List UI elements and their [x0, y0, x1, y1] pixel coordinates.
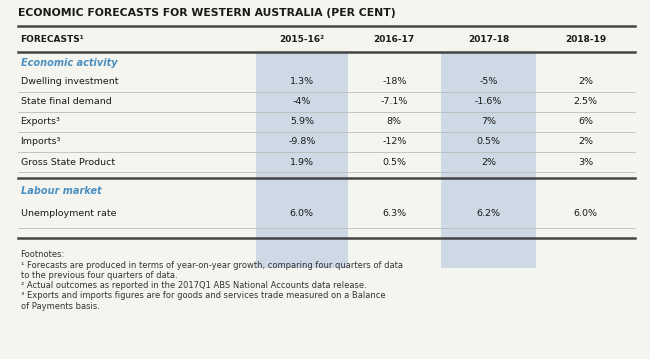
Text: -7.1%: -7.1% — [381, 98, 408, 107]
Text: State final demand: State final demand — [21, 98, 111, 107]
Text: -18%: -18% — [382, 78, 406, 87]
Text: ³ Exports and imports figures are for goods and services trade measured on a Bal: ³ Exports and imports figures are for go… — [21, 291, 385, 300]
Text: Dwelling investment: Dwelling investment — [21, 78, 118, 87]
Text: Imports³: Imports³ — [21, 137, 61, 146]
Text: -1.6%: -1.6% — [474, 98, 502, 107]
Text: 8%: 8% — [387, 117, 402, 126]
Text: Labour market: Labour market — [21, 186, 101, 196]
Bar — [255, 52, 348, 268]
Text: 6%: 6% — [578, 117, 593, 126]
Text: FORECASTS¹: FORECASTS¹ — [21, 34, 84, 43]
Text: 1.3%: 1.3% — [290, 78, 314, 87]
Text: 6.0%: 6.0% — [574, 210, 597, 219]
Text: ¹ Forecasts are produced in terms of year-on-year growth, comparing four quarter: ¹ Forecasts are produced in terms of yea… — [21, 261, 402, 270]
Text: -4%: -4% — [292, 98, 311, 107]
Text: Economic activity: Economic activity — [21, 58, 117, 68]
Text: 0.5%: 0.5% — [476, 137, 500, 146]
Text: 3%: 3% — [578, 158, 593, 167]
Text: ² Actual outcomes as reported in the 2017Q1 ABS National Accounts data release.: ² Actual outcomes as reported in the 201… — [21, 281, 367, 290]
Text: 2%: 2% — [578, 78, 593, 87]
Text: 1.9%: 1.9% — [290, 158, 314, 167]
Text: 7%: 7% — [481, 117, 496, 126]
Text: -12%: -12% — [382, 137, 406, 146]
Text: of Payments basis.: of Payments basis. — [21, 302, 99, 311]
Text: 2%: 2% — [578, 137, 593, 146]
Text: 2015-16²: 2015-16² — [280, 34, 324, 43]
Text: Footnotes:: Footnotes: — [21, 250, 65, 259]
Text: 6.0%: 6.0% — [290, 210, 314, 219]
Text: Unemployment rate: Unemployment rate — [21, 210, 116, 219]
Text: -5%: -5% — [479, 78, 498, 87]
Bar — [441, 52, 536, 268]
Text: 6.3%: 6.3% — [382, 210, 406, 219]
Text: to the previous four quarters of data.: to the previous four quarters of data. — [21, 271, 177, 280]
Text: 2%: 2% — [481, 158, 496, 167]
Text: 6.2%: 6.2% — [476, 210, 500, 219]
Text: 0.5%: 0.5% — [382, 158, 406, 167]
Text: 2018-19: 2018-19 — [565, 34, 606, 43]
Text: 5.9%: 5.9% — [290, 117, 314, 126]
Text: -9.8%: -9.8% — [288, 137, 315, 146]
Text: 2016-17: 2016-17 — [374, 34, 415, 43]
Text: ECONOMIC FORECASTS FOR WESTERN AUSTRALIA (PER CENT): ECONOMIC FORECASTS FOR WESTERN AUSTRALIA… — [18, 8, 396, 18]
Text: Gross State Product: Gross State Product — [21, 158, 114, 167]
Text: Exports³: Exports³ — [21, 117, 60, 126]
Text: 2.5%: 2.5% — [574, 98, 597, 107]
Text: 2017-18: 2017-18 — [468, 34, 509, 43]
